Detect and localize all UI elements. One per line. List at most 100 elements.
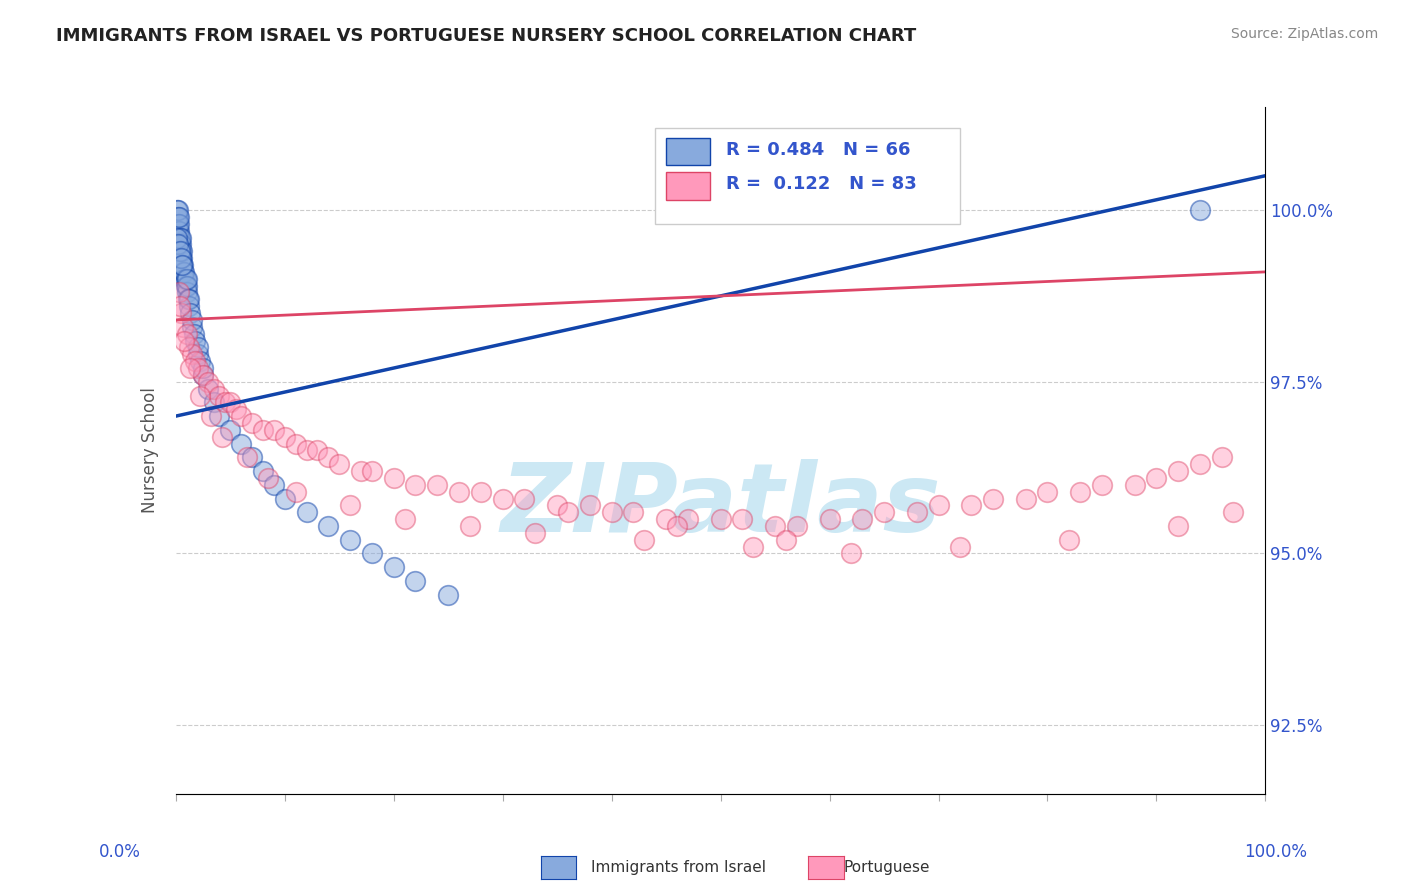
- Point: [167, 237, 190, 252]
- Point: [600, 505, 623, 519]
- Point: [172, 251, 194, 265]
- Point: [170, 244, 193, 259]
- Point: [167, 285, 190, 300]
- Point: [328, 457, 350, 471]
- Point: [179, 361, 201, 376]
- Point: [188, 388, 211, 402]
- Point: [524, 525, 547, 540]
- Point: [284, 436, 307, 450]
- Point: [166, 202, 188, 217]
- Point: [186, 347, 209, 361]
- Point: [169, 244, 191, 259]
- Point: [470, 484, 492, 499]
- Point: [169, 237, 191, 252]
- Bar: [666, 172, 710, 200]
- Point: [295, 443, 318, 458]
- Point: [928, 499, 950, 513]
- Point: [763, 519, 786, 533]
- Point: [1015, 491, 1038, 506]
- Point: [557, 505, 579, 519]
- Point: [818, 512, 841, 526]
- Point: [177, 299, 200, 313]
- Point: [167, 237, 190, 252]
- Point: [295, 505, 318, 519]
- Point: [176, 278, 198, 293]
- Point: [170, 251, 193, 265]
- Text: R =  0.122   N = 83: R = 0.122 N = 83: [725, 175, 917, 193]
- Point: [166, 230, 188, 244]
- Text: 0.0%: 0.0%: [98, 843, 141, 861]
- Point: [1167, 519, 1189, 533]
- Point: [179, 306, 201, 320]
- Point: [219, 423, 242, 437]
- Point: [167, 230, 190, 244]
- Point: [949, 540, 972, 554]
- Point: [170, 258, 193, 272]
- Point: [191, 368, 214, 382]
- Point: [172, 319, 194, 334]
- Point: [172, 258, 194, 272]
- Point: [710, 512, 733, 526]
- Point: [170, 237, 193, 252]
- Point: [905, 505, 928, 519]
- Point: [174, 271, 197, 285]
- Point: [394, 512, 416, 526]
- Point: [177, 340, 200, 354]
- Point: [202, 382, 225, 396]
- Point: [240, 450, 263, 465]
- Point: [873, 505, 896, 519]
- FancyBboxPatch shape: [655, 128, 960, 224]
- Point: [166, 210, 188, 224]
- Point: [252, 464, 274, 478]
- Point: [676, 512, 699, 526]
- Point: [172, 265, 194, 279]
- Point: [339, 533, 361, 547]
- Point: [458, 519, 481, 533]
- Point: [169, 244, 191, 259]
- Text: 100.0%: 100.0%: [1244, 843, 1308, 861]
- Point: [167, 217, 190, 231]
- Point: [208, 388, 231, 402]
- Point: [960, 499, 983, 513]
- Point: [307, 443, 329, 458]
- Point: [252, 423, 274, 437]
- Point: [184, 354, 207, 368]
- Point: [339, 499, 361, 513]
- Point: [361, 464, 384, 478]
- Point: [225, 402, 247, 417]
- Point: [1059, 533, 1081, 547]
- Point: [183, 326, 205, 341]
- Point: [318, 450, 340, 465]
- Point: [633, 533, 655, 547]
- Point: [284, 484, 307, 499]
- Point: [786, 519, 808, 533]
- Point: [173, 265, 195, 279]
- Point: [214, 395, 236, 409]
- Point: [382, 471, 405, 485]
- Point: [167, 202, 190, 217]
- Point: [1167, 464, 1189, 478]
- Point: [177, 293, 200, 307]
- Point: [350, 464, 373, 478]
- Point: [169, 299, 191, 313]
- Point: [202, 395, 225, 409]
- Point: [191, 361, 214, 376]
- Point: [177, 293, 200, 307]
- Text: R = 0.484   N = 66: R = 0.484 N = 66: [725, 141, 911, 159]
- Point: [1211, 450, 1233, 465]
- Point: [405, 574, 427, 588]
- Point: [257, 471, 280, 485]
- Text: Immigrants from Israel: Immigrants from Israel: [591, 860, 765, 874]
- Point: [197, 375, 219, 389]
- Point: [1123, 477, 1146, 491]
- Point: [318, 519, 340, 533]
- Point: [173, 334, 195, 348]
- Point: [655, 512, 678, 526]
- Point: [200, 409, 222, 423]
- Y-axis label: Nursery School: Nursery School: [141, 387, 159, 514]
- Point: [173, 271, 195, 285]
- Point: [184, 334, 207, 348]
- Point: [169, 251, 191, 265]
- Point: [172, 258, 194, 272]
- Point: [219, 395, 242, 409]
